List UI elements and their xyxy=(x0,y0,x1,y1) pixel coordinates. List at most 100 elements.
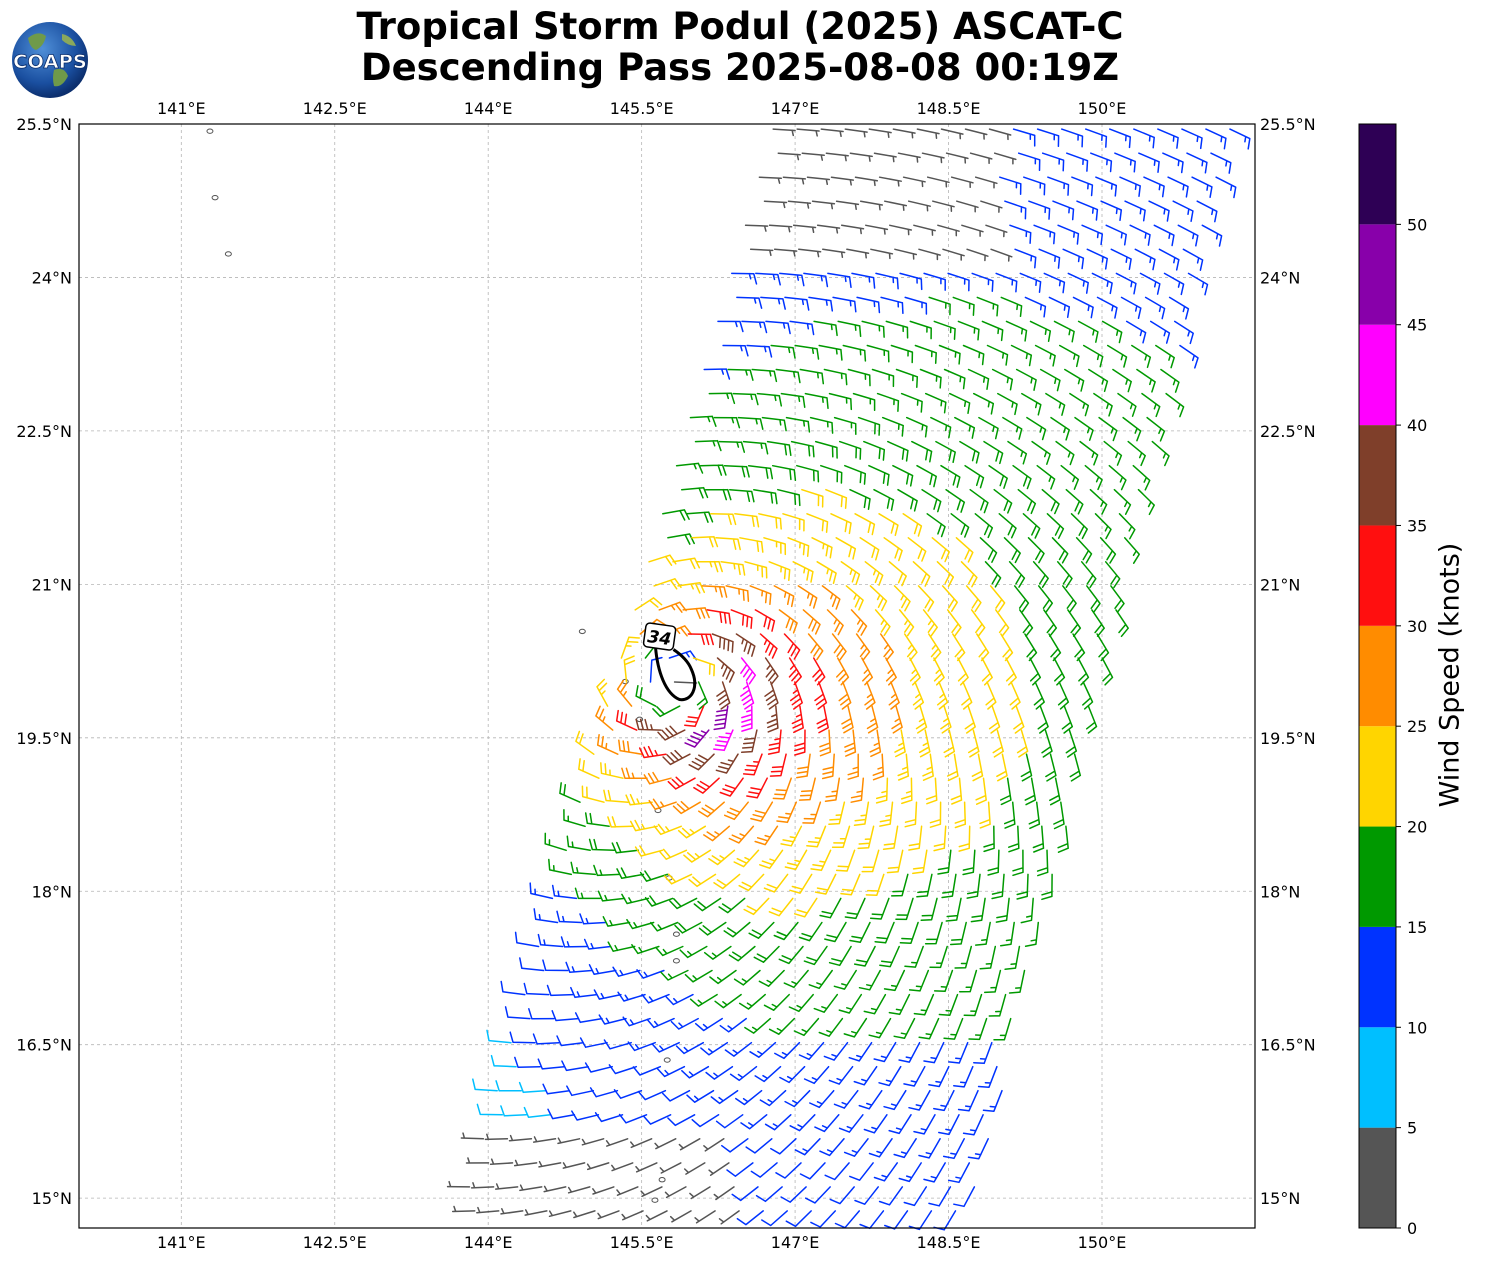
wind-barb xyxy=(683,849,712,863)
wind-barb xyxy=(947,272,970,292)
wind-barb xyxy=(909,657,921,686)
wind-barb xyxy=(759,849,784,869)
wind-barb xyxy=(749,248,774,257)
wind-barb xyxy=(1158,248,1180,271)
wind-barb xyxy=(868,464,890,486)
wind-barb xyxy=(1181,128,1203,150)
wind-barb xyxy=(861,320,885,338)
wind-barb xyxy=(1106,344,1128,368)
wind-barb xyxy=(774,1041,801,1060)
wind-barb xyxy=(669,1210,692,1223)
wind-barb xyxy=(750,1162,778,1178)
wind-barb xyxy=(1065,729,1078,758)
wind-barb xyxy=(642,1114,672,1125)
wind-barb xyxy=(1095,176,1118,197)
wind-barb xyxy=(508,1134,533,1142)
wind-barb xyxy=(574,887,602,900)
lon-tick-label-bottom: 142.5°E xyxy=(303,1233,367,1252)
wind-barb xyxy=(621,767,648,780)
wind-barb xyxy=(684,969,713,983)
wind-barb xyxy=(1009,681,1021,710)
wind-barb xyxy=(1057,825,1069,853)
wind-barb xyxy=(693,777,720,794)
wind-barb xyxy=(1113,488,1132,515)
wind-barb xyxy=(1048,296,1071,318)
wind-barb xyxy=(575,730,595,755)
wind-barb xyxy=(560,936,588,948)
lon-tick-label-bottom: 147°E xyxy=(771,1233,820,1252)
wind-barb xyxy=(597,890,626,902)
wind-barb xyxy=(1108,464,1127,491)
wind-barb xyxy=(476,1103,504,1116)
wind-barb xyxy=(1060,128,1084,148)
wind-barb xyxy=(761,1210,788,1227)
wind-barb xyxy=(621,1210,644,1221)
wind-barb xyxy=(1009,224,1032,244)
wind-barb xyxy=(948,1041,969,1064)
wind-barb xyxy=(693,897,722,912)
wind-barb xyxy=(593,864,621,877)
wind-barb xyxy=(829,1186,855,1205)
lat-tick-label-left: 21°N xyxy=(32,575,72,594)
wind-barb xyxy=(806,513,829,533)
wind-barb xyxy=(1155,344,1175,369)
wind-barb xyxy=(912,561,931,587)
wind-barb xyxy=(1029,657,1042,686)
wind-barb xyxy=(543,1185,567,1193)
wind-barb xyxy=(809,416,834,434)
wind-barb xyxy=(658,848,688,860)
wind-barb xyxy=(682,607,710,620)
wind-barb xyxy=(960,561,978,588)
wind-barb xyxy=(662,509,690,521)
wind-barb xyxy=(976,296,999,317)
wind-barb xyxy=(736,296,763,309)
wind-barb xyxy=(1041,729,1053,758)
lat-tick-label-right: 15°N xyxy=(1260,1189,1300,1208)
wind-barb xyxy=(664,1186,687,1199)
wind-barb xyxy=(1051,537,1069,564)
wind-barb xyxy=(728,945,756,962)
wind-barb xyxy=(1072,296,1094,319)
wind-barb xyxy=(1115,272,1137,295)
wind-barb xyxy=(663,873,693,885)
wind-barb xyxy=(542,1083,571,1095)
wind-barb xyxy=(928,1186,952,1207)
wind-barb xyxy=(713,873,741,890)
wind-barb xyxy=(898,1041,921,1063)
wind-barb xyxy=(946,609,962,637)
wind-barb xyxy=(836,657,850,686)
wind-barb xyxy=(1008,825,1020,853)
wind-barb xyxy=(825,152,849,162)
wind-barb xyxy=(853,801,870,827)
wind-barb xyxy=(683,1162,706,1175)
wind-barb xyxy=(607,816,634,828)
wind-barb xyxy=(548,1210,572,1218)
wind-barb xyxy=(559,782,581,803)
wind-barb xyxy=(878,176,902,187)
wind-barb xyxy=(1028,801,1041,830)
wind-barb xyxy=(788,657,802,686)
wind-barb xyxy=(772,777,792,800)
wind-barb xyxy=(551,1010,579,1022)
wind-barb xyxy=(740,729,758,754)
wind-barb xyxy=(894,248,918,260)
wind-barb xyxy=(945,488,966,513)
lon-tick-label-top: 144°E xyxy=(464,99,513,118)
wind-barb xyxy=(865,224,889,235)
wind-barb xyxy=(687,633,714,646)
wind-barb xyxy=(970,897,986,923)
wind-barb xyxy=(738,993,766,1010)
wind-barb xyxy=(718,1210,740,1225)
wind-barb xyxy=(1003,537,1021,564)
wind-barb xyxy=(850,609,868,636)
wind-barb xyxy=(769,753,787,777)
wind-barb xyxy=(920,897,938,921)
wind-barb xyxy=(1167,176,1189,198)
wind-barb xyxy=(1007,440,1028,465)
wind-barb xyxy=(949,921,967,946)
wind-barb xyxy=(1101,657,1114,686)
wind-barb xyxy=(803,272,829,288)
wind-barb xyxy=(1019,609,1034,637)
wind-barb xyxy=(828,945,852,967)
wind-barb xyxy=(602,916,631,927)
